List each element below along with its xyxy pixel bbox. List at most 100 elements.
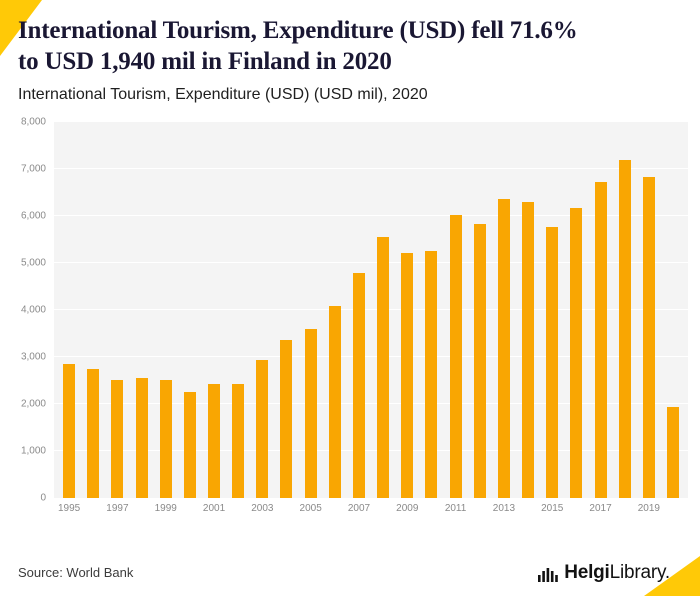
bar-2013[interactable]: [497, 199, 510, 498]
y-axis-label: 8,000: [20, 116, 46, 128]
gridline: [54, 309, 688, 310]
bar-2020[interactable]: [666, 406, 679, 498]
bar-slot: [371, 122, 395, 498]
bar-2004[interactable]: [280, 340, 293, 498]
source-label: Source: World Bank: [18, 565, 134, 580]
bar-slot: [81, 122, 105, 498]
plot-area: [54, 121, 688, 498]
bar-slot: [492, 122, 516, 498]
bar-2016[interactable]: [570, 207, 583, 498]
gridline: [54, 356, 688, 357]
bar-slot: [323, 122, 347, 498]
bar-slot: [540, 122, 564, 498]
bar-slot: [178, 122, 202, 498]
x-axis-label: 2003: [251, 503, 274, 514]
y-axis-label: 6,000: [20, 210, 46, 222]
title-line-2: to USD 1,940 mil in Finland in 2020: [18, 47, 392, 75]
bar-2001[interactable]: [208, 384, 221, 498]
x-axis-label: [516, 503, 540, 514]
bar-slot: [202, 122, 226, 498]
bar-2005[interactable]: [304, 328, 317, 498]
bar-chart-logo-icon: [538, 564, 558, 582]
bar-1999[interactable]: [159, 380, 172, 498]
x-axis-label: [661, 503, 685, 514]
y-axis-label: 2,000: [20, 398, 46, 410]
bar-slot: [129, 122, 153, 498]
y-axis-label: 5,000: [20, 257, 46, 269]
x-axis-label: 2009: [396, 503, 419, 514]
bar-1996[interactable]: [87, 368, 100, 498]
bar-slot: [154, 122, 178, 498]
x-axis-label: [419, 503, 443, 514]
bar-slot: [226, 122, 250, 498]
bar-slot: [57, 122, 81, 498]
gridline: [54, 450, 688, 451]
bar-slot: [468, 122, 492, 498]
plot-row: 0 1,000 2,000 3,000 4,000 5,000 6,000 7,000 8,00…: [8, 117, 688, 504]
x-axis-label: [468, 503, 492, 514]
bar-1995[interactable]: [63, 364, 76, 498]
x-axis-label: [226, 503, 250, 514]
chart-subtitle: International Tourism, Expenditure (USD)…: [18, 86, 428, 103]
title-line-1: International Tourism, Expenditure (USD)…: [18, 17, 578, 44]
bar-2007[interactable]: [352, 272, 365, 498]
bar-2009[interactable]: [401, 253, 414, 498]
bar-2019[interactable]: [642, 176, 655, 498]
bar-2011[interactable]: [449, 215, 462, 498]
bar-2008[interactable]: [377, 236, 390, 498]
bar-slot: [444, 122, 468, 498]
bar-1997[interactable]: [111, 380, 124, 498]
y-axis-label: 1,000: [20, 445, 46, 457]
x-axis-label: 1995: [57, 503, 81, 514]
bar-slot: [299, 122, 323, 498]
bar-slot: [564, 122, 588, 498]
x-axis-label: 2007: [347, 503, 371, 514]
bar-2018[interactable]: [618, 160, 631, 498]
bar-slot: [588, 122, 612, 498]
x-axis-label: 1997: [106, 503, 129, 514]
gridline: [54, 121, 688, 122]
x-axis-label: 2013: [492, 503, 516, 514]
bar-slot: [250, 122, 274, 498]
x-axis-label: [274, 503, 298, 514]
logo-text-regular: Library.: [609, 562, 671, 583]
bar-2010[interactable]: [425, 250, 438, 498]
x-axis-label: [178, 503, 202, 514]
bar-2014[interactable]: [522, 201, 535, 498]
y-axis-label: 0: [40, 492, 46, 504]
x-axis-label: 2001: [202, 503, 226, 514]
gridline: [54, 168, 688, 169]
helgi-library-logo[interactable]: HelgiLibrary.: [538, 563, 670, 582]
bar-2000[interactable]: [183, 391, 196, 498]
x-axis: 1995 1997 1999 2001 2003 2005 2007 2009 2011 2013…: [54, 498, 688, 514]
bar-slot: [637, 122, 661, 498]
x-axis-label: 1999: [154, 503, 177, 514]
gridline: [54, 215, 688, 216]
y-axis-label: 4,000: [20, 304, 46, 316]
logo-text: HelgiLibrary.: [564, 563, 670, 582]
bar-2006[interactable]: [328, 305, 341, 498]
bar-2015[interactable]: [546, 226, 559, 498]
x-axis-label: 2017: [589, 503, 612, 514]
bar-slot: [347, 122, 371, 498]
bar-2012[interactable]: [473, 224, 486, 498]
bar-chart: 0 1,000 2,000 3,000 4,000 5,000 6,000 7,000 8,00…: [8, 117, 688, 514]
y-axis: 0 1,000 2,000 3,000 4,000 5,000 6,000 7,000 8,00…: [8, 117, 54, 504]
bar-2003[interactable]: [256, 359, 269, 498]
page-title: International Tourism, Expenditure (USD)…: [18, 16, 680, 77]
x-axis-label: [81, 503, 105, 514]
x-axis-label: 2011: [444, 503, 467, 514]
x-axis-label: 2019: [637, 503, 660, 514]
bar-2017[interactable]: [594, 181, 607, 498]
bar-slot: [613, 122, 637, 498]
bar-1998[interactable]: [135, 377, 148, 498]
x-axis-label: [371, 503, 395, 514]
y-axis-label: 7,000: [20, 163, 46, 175]
x-axis-label: [564, 503, 588, 514]
x-axis-label: [613, 503, 637, 514]
bar-slot: [661, 122, 685, 498]
bar-slot: [516, 122, 540, 498]
bar-slot: [395, 122, 419, 498]
bar-2002[interactable]: [232, 384, 245, 498]
x-axis-label: [323, 503, 347, 514]
